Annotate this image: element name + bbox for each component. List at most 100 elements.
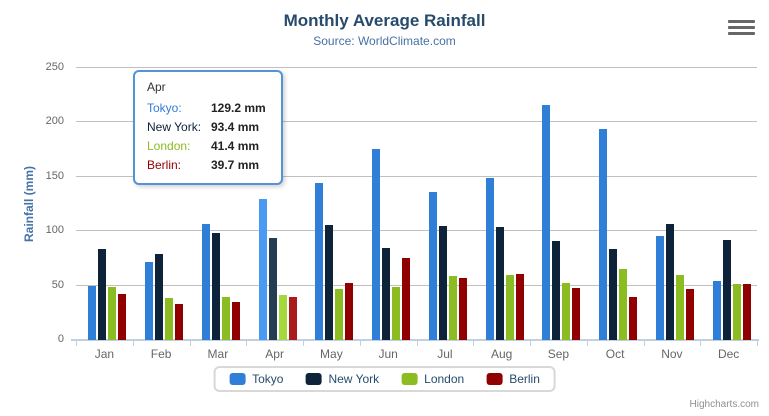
x-axis-label: Aug	[490, 347, 513, 361]
y-axis-label: 50	[51, 278, 64, 291]
column-tokyo-feb[interactable]	[145, 262, 154, 340]
column-berlin-oct[interactable]	[629, 297, 638, 340]
tooltip-series-label: London:	[147, 139, 191, 153]
column-berlin-nov[interactable]	[685, 289, 694, 340]
column-london-oct[interactable]	[619, 269, 628, 340]
x-axis-label: May	[320, 347, 343, 361]
column-berlin-jul[interactable]	[458, 277, 467, 340]
x-axis-line	[71, 339, 759, 341]
x-axis-label: Apr	[265, 347, 284, 361]
column-berlin-aug[interactable]	[515, 274, 524, 340]
column-london-apr[interactable]	[278, 294, 287, 340]
column-new-york-dec[interactable]	[722, 239, 731, 340]
column-berlin-apr[interactable]	[288, 296, 297, 340]
tooltip-row: London: 41.4 mm	[147, 137, 269, 156]
column-tokyo-mar[interactable]	[201, 224, 210, 340]
x-axis-label: Jan	[94, 347, 115, 361]
column-berlin-jan[interactable]	[118, 293, 127, 340]
y-gridline	[76, 230, 757, 232]
column-tokyo-apr[interactable]	[258, 199, 267, 340]
x-axis-label: Dec	[717, 347, 740, 361]
column-new-york-sep[interactable]	[552, 240, 561, 340]
hamburger-menu-icon	[728, 32, 755, 35]
column-tokyo-oct[interactable]	[599, 128, 608, 340]
column-london-sep[interactable]	[562, 283, 571, 340]
column-tokyo-sep[interactable]	[542, 104, 551, 340]
column-london-jan[interactable]	[108, 286, 117, 340]
credits-link[interactable]: Highcharts.com	[689, 399, 759, 410]
legend-item-tokyo[interactable]: Tokyo	[229, 372, 283, 386]
chart-title: Monthly Average Rainfall	[283, 11, 486, 30]
tooltip-series-label: Berlin:	[147, 158, 182, 172]
x-axis-label: Feb	[150, 347, 172, 361]
export-menu-button[interactable]	[728, 16, 755, 39]
column-berlin-sep[interactable]	[572, 288, 581, 340]
tooltip-row: Berlin: 39.7 mm	[147, 156, 269, 175]
tooltip-header: Apr	[147, 80, 166, 94]
column-tokyo-jan[interactable]	[88, 285, 97, 340]
column-tokyo-jul[interactable]	[428, 192, 437, 340]
tooltip-series-value: 41.4 mm	[211, 139, 260, 153]
column-tokyo-nov[interactable]	[655, 236, 664, 340]
y-gridline	[76, 284, 757, 286]
column-new-york-oct[interactable]	[609, 249, 618, 340]
legend-label: Berlin	[509, 372, 540, 386]
column-tokyo-aug[interactable]	[485, 178, 494, 340]
column-berlin-jun[interactable]	[402, 257, 411, 340]
legend-swatch-tokyo	[229, 373, 246, 385]
legend-label: Tokyo	[252, 372, 284, 386]
y-gridline	[76, 175, 757, 177]
column-new-york-jan[interactable]	[98, 249, 107, 340]
tooltip-row: New York: 93.4 mm	[147, 118, 269, 137]
legend-item-berlin[interactable]: Berlin	[486, 372, 540, 386]
legend-item-london[interactable]: London	[401, 372, 464, 386]
column-tokyo-jun[interactable]	[372, 148, 381, 340]
tooltip: Apr Tokyo: 129.2 mm New York: 93.4 mm London…	[133, 70, 283, 185]
x-axis-tick	[757, 340, 758, 346]
column-new-york-mar[interactable]	[211, 232, 220, 340]
column-berlin-may[interactable]	[345, 282, 354, 340]
column-london-may[interactable]	[335, 288, 344, 340]
column-new-york-apr[interactable]	[268, 238, 277, 340]
column-new-york-feb[interactable]	[155, 254, 164, 340]
column-berlin-mar[interactable]	[231, 302, 240, 340]
tooltip-series-value: 39.7 mm	[211, 158, 260, 172]
tooltip-series-value: 93.4 mm	[211, 120, 260, 134]
column-new-york-jul[interactable]	[438, 225, 447, 340]
column-london-dec[interactable]	[732, 284, 741, 340]
x-axis-tick	[586, 340, 588, 346]
column-london-aug[interactable]	[505, 275, 514, 340]
x-axis-tick	[530, 340, 531, 346]
column-berlin-dec[interactable]	[742, 284, 751, 340]
column-new-york-nov[interactable]	[665, 224, 674, 340]
column-london-jul[interactable]	[448, 275, 457, 340]
legend-swatch-london	[401, 373, 418, 385]
y-gridline	[76, 67, 757, 68]
x-axis-label: Sep	[547, 347, 570, 361]
y-axis-label: 0	[57, 333, 64, 345]
x-axis-tick	[246, 340, 248, 346]
y-axis-label: 250	[45, 61, 64, 73]
column-tokyo-dec[interactable]	[712, 280, 721, 340]
column-berlin-feb[interactable]	[175, 303, 184, 340]
legend-item-new-york[interactable]: New York	[305, 372, 379, 386]
hamburger-menu-icon	[728, 20, 755, 23]
y-axis-label: 200	[45, 115, 64, 128]
tooltip-series-label: New York:	[147, 120, 202, 134]
column-new-york-aug[interactable]	[495, 226, 504, 340]
column-london-mar[interactable]	[221, 297, 230, 340]
tooltip-series-label: Tokyo:	[147, 101, 182, 115]
column-new-york-may[interactable]	[325, 224, 334, 340]
legend: Tokyo New York London Berlin	[213, 366, 556, 392]
column-london-jun[interactable]	[392, 287, 401, 340]
x-axis-label: Jul	[437, 347, 453, 361]
y-axis-label: 150	[45, 169, 64, 182]
column-new-york-jun[interactable]	[382, 248, 391, 340]
column-tokyo-may[interactable]	[315, 183, 324, 340]
column-london-feb[interactable]	[165, 297, 174, 340]
column-london-nov[interactable]	[675, 275, 684, 340]
chart-subtitle: Source: WorldClimate.com	[313, 34, 456, 48]
x-axis-label: Jun	[378, 347, 398, 361]
x-axis-label: Oct	[605, 347, 625, 361]
